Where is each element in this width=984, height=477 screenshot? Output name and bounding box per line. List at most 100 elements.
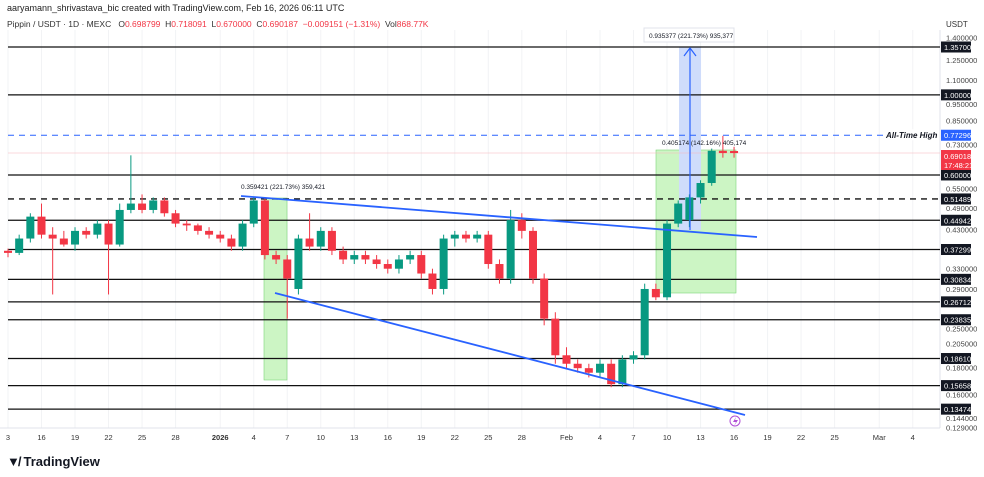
candle-body xyxy=(216,234,225,239)
candle-body xyxy=(115,209,124,245)
level-label: 1.000000 xyxy=(944,91,975,100)
date-tick: 4 xyxy=(252,433,256,442)
candle-body xyxy=(674,203,683,224)
candle-body xyxy=(82,230,91,235)
level-label-bg xyxy=(941,353,971,365)
date-tick: 25 xyxy=(830,433,838,442)
candle-body xyxy=(171,213,180,224)
close-value: 0.690187 xyxy=(262,19,298,29)
candle-body xyxy=(618,359,627,385)
high-value: 0.718091 xyxy=(171,19,207,29)
measure-label: 0.359421 (221.73%) 359,421 xyxy=(241,184,326,191)
level-label-bg xyxy=(941,214,971,226)
level-label: 0.267124 xyxy=(944,298,975,307)
candle-body xyxy=(495,264,504,279)
date-tick: 25 xyxy=(484,433,492,442)
candle-body xyxy=(138,203,147,210)
level-label: 0.308342 xyxy=(944,275,975,284)
candle-body xyxy=(383,264,392,269)
candle-body xyxy=(506,220,515,279)
candle-body xyxy=(104,223,113,245)
price-tick: 1.400000 xyxy=(946,34,977,43)
symbol-name[interactable]: Pippin / USDT · 1D · MEXC xyxy=(7,19,112,29)
candle-body xyxy=(238,223,247,247)
candle-body xyxy=(305,238,314,247)
level-label-bg xyxy=(941,403,971,415)
date-tick: 28 xyxy=(171,433,179,442)
price-tick: 0.160000 xyxy=(946,391,977,400)
date-tick: 2026 xyxy=(212,433,229,442)
candle-body xyxy=(71,230,80,245)
date-tick: 22 xyxy=(104,433,112,442)
candle-body xyxy=(37,216,46,235)
price-tick: 0.730000 xyxy=(946,141,977,150)
last-price-bg xyxy=(941,150,971,171)
candle-body xyxy=(696,183,705,198)
candle-body xyxy=(15,238,24,253)
level-label-bg xyxy=(941,193,971,205)
candle-body xyxy=(160,200,169,214)
candle-body xyxy=(573,363,582,369)
date-tick: Feb xyxy=(560,433,573,442)
price-tick: 1.250000 xyxy=(946,56,977,65)
price-tick: 0.129000 xyxy=(946,423,977,432)
candle-body xyxy=(126,203,135,210)
date-tick: 7 xyxy=(285,433,289,442)
date-tick: 3 xyxy=(6,433,10,442)
price-tick: 0.250000 xyxy=(946,325,977,334)
price-tick: 0.290000 xyxy=(946,285,977,294)
volume-label: Vol xyxy=(384,19,397,29)
date-tick: 16 xyxy=(37,433,45,442)
level-label: 0.134743 xyxy=(944,405,975,414)
author-credit: aaryamann_shrivastava_bic created with T… xyxy=(7,3,345,13)
currency-label: USDT xyxy=(946,20,968,29)
candle-body xyxy=(707,150,716,184)
candle-body xyxy=(406,255,415,260)
price-tick: 0.850000 xyxy=(946,116,977,125)
candle-body xyxy=(629,355,638,360)
candle-body xyxy=(93,223,102,235)
date-tick: 10 xyxy=(663,433,671,442)
price-tick: 0.205000 xyxy=(946,339,977,348)
level-label-bg xyxy=(941,380,971,392)
candle-body xyxy=(26,216,35,239)
candle-body xyxy=(327,230,336,251)
date-tick: 7 xyxy=(631,433,635,442)
arrow-head-icon xyxy=(683,47,697,57)
date-tick: 16 xyxy=(384,433,392,442)
level-label: 0.449429 xyxy=(944,216,975,225)
level-label-bg xyxy=(941,169,971,181)
candle-body xyxy=(260,200,269,256)
level-label: 0.186108 xyxy=(944,355,975,364)
ath-text-bg xyxy=(883,129,939,141)
price-tick: 0.330000 xyxy=(946,265,977,274)
price-tick: 1.100000 xyxy=(946,76,977,85)
level-label: 0.514891 xyxy=(944,195,975,204)
candle-body xyxy=(596,363,605,373)
measure-tooltip-bg xyxy=(643,27,735,43)
level-label-bg xyxy=(941,314,971,326)
ath-label-bg xyxy=(941,129,971,141)
candle-body xyxy=(149,200,158,210)
date-tick: 10 xyxy=(317,433,325,442)
candle-body xyxy=(361,255,370,260)
candle-body xyxy=(562,355,571,364)
candle-body xyxy=(350,255,359,260)
candle-body xyxy=(394,259,403,269)
candle-body xyxy=(551,318,560,356)
date-tick: Mar xyxy=(873,433,886,442)
candle-body xyxy=(4,250,12,253)
level-label: 0.238353 xyxy=(944,316,975,325)
level-label-bg xyxy=(941,41,971,53)
candle-body xyxy=(685,197,694,221)
date-tick: 4 xyxy=(911,433,915,442)
candle-body xyxy=(540,278,549,319)
candle-body xyxy=(651,288,660,298)
candle-body xyxy=(316,230,325,247)
open-value: 0.698799 xyxy=(124,19,161,29)
level-label: 1.357000 xyxy=(944,43,975,52)
candle-body xyxy=(193,225,202,231)
price-tick: 0.180000 xyxy=(946,364,977,373)
candle-body xyxy=(473,234,482,239)
